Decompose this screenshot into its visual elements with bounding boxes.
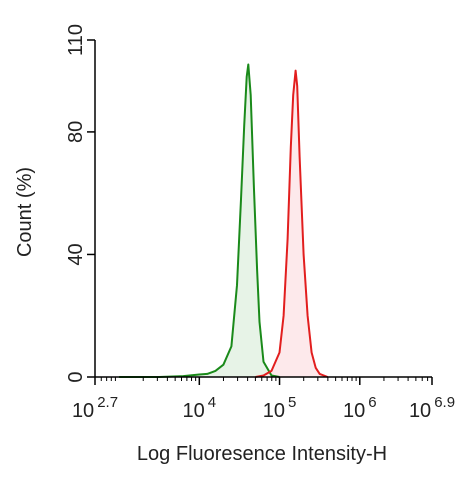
axes: 0 40 80 110 10 2.7 10 4 10 5 10 6 10 6.9	[65, 24, 455, 422]
x-axis-title: Log Fluoresence Intensity-H	[137, 443, 387, 465]
x-tick-label-0: 10 2.7	[72, 394, 118, 422]
series-0-fill	[119, 64, 280, 377]
series-0-line	[119, 63, 280, 378]
series-1-line	[255, 69, 329, 378]
y-axis-title: Count (%)	[14, 167, 36, 257]
x-tick-label-1: 10 4	[183, 394, 217, 422]
y-tick-label-1: 40	[65, 243, 87, 265]
y-tick-label-2: 80	[65, 121, 87, 143]
series-1-fill	[255, 70, 328, 377]
plot-area	[119, 63, 329, 378]
x-tick-label-2: 10 5	[263, 394, 297, 422]
y-tick-label-0: 0	[65, 371, 87, 382]
x-tick-label-4: 10 6.9	[409, 394, 455, 422]
y-tick-label-3: 110	[65, 24, 87, 56]
x-tick-label-3: 10 6	[343, 394, 377, 422]
